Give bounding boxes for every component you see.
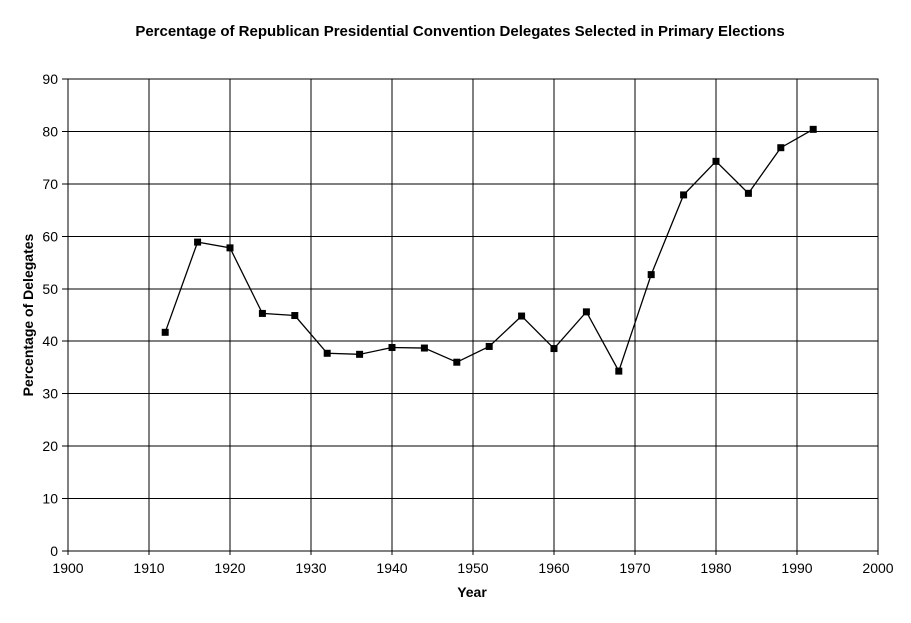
data-point-marker [258,309,266,317]
y-tick-label: 70 [42,176,58,192]
series-layer [161,125,817,375]
x-tick-label: 1910 [133,560,164,576]
y-tick-label: 0 [50,543,58,559]
data-point-marker [680,191,688,199]
data-point-marker [388,344,396,352]
axis-layer: 1900 1910 1920 1930 1940 1950 1960 1970 1980 1990… [42,71,893,576]
y-tick-label: 30 [42,386,58,402]
data-point-marker [615,367,623,375]
data-point-marker [809,125,817,133]
y-tick-label: 40 [42,333,58,349]
data-point-marker [420,344,428,352]
x-tick-label: 1940 [376,560,407,576]
data-point-marker [453,358,461,366]
x-tick-label: 1990 [781,560,812,576]
x-axis-label: Year [457,584,487,600]
data-point-marker [194,238,202,246]
y-tick-label: 90 [42,71,58,87]
chart-title: Percentage of Republican Presidential Co… [135,23,784,40]
data-point-marker [485,342,493,350]
y-tick-label: 10 [42,491,58,507]
x-tick-label: 1970 [619,560,650,576]
data-point-marker [323,349,331,357]
x-tick-label: 1960 [538,560,569,576]
data-point-marker [226,244,234,252]
data-point-marker [356,350,364,358]
data-point-marker [777,144,785,152]
y-tick-label: 80 [42,123,58,139]
y-tick-label: 20 [42,438,58,454]
x-tick-label: 2000 [862,560,893,576]
y-tick-label: 60 [42,228,58,244]
data-point-marker [518,312,526,320]
x-tick-label: 1920 [214,560,245,576]
x-tick-label: 1900 [52,560,83,576]
data-point-marker [712,157,720,165]
x-tick-label: 1950 [457,560,488,576]
x-tick-label: 1980 [700,560,731,576]
data-point-marker [291,312,299,320]
data-point-marker [647,271,655,279]
data-point-marker [550,345,558,353]
y-tick-label: 50 [42,281,58,297]
y-axis-label: Percentage of Delegates [20,233,36,396]
x-tick-label: 1930 [295,560,326,576]
data-point-marker [582,308,590,316]
grid-layer [67,78,879,552]
data-point-marker [161,328,169,336]
data-point-marker [744,189,752,197]
